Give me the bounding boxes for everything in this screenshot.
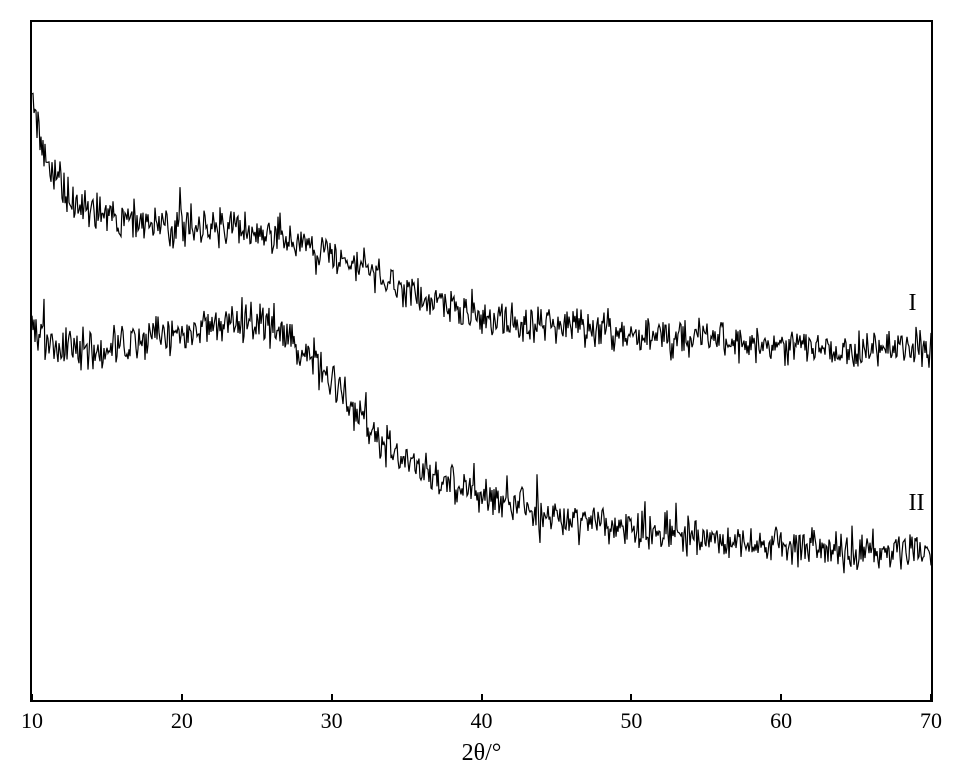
series-line-I: [32, 93, 931, 367]
x-tick: [630, 694, 632, 702]
x-tick-label: 30: [321, 708, 343, 734]
x-tick: [31, 694, 33, 702]
x-tick: [930, 694, 932, 702]
x-tick-label: 20: [171, 708, 193, 734]
x-tick-label: 10: [21, 708, 43, 734]
x-tick-label: 40: [471, 708, 493, 734]
x-tick-label: 70: [920, 708, 942, 734]
series-label-I: I: [909, 290, 917, 317]
x-tick-label: 50: [620, 708, 642, 734]
x-tick: [181, 694, 183, 702]
x-tick: [481, 694, 483, 702]
plot-svg: [32, 22, 931, 700]
series-label-II: II: [909, 490, 925, 517]
x-axis-label: 2θ/°: [462, 740, 502, 767]
x-tick: [331, 694, 333, 702]
xrd-chart: 10203040506070 2θ/° III: [0, 0, 963, 782]
x-tick: [780, 694, 782, 702]
plot-area: [30, 20, 933, 702]
x-tick-label: 60: [770, 708, 792, 734]
